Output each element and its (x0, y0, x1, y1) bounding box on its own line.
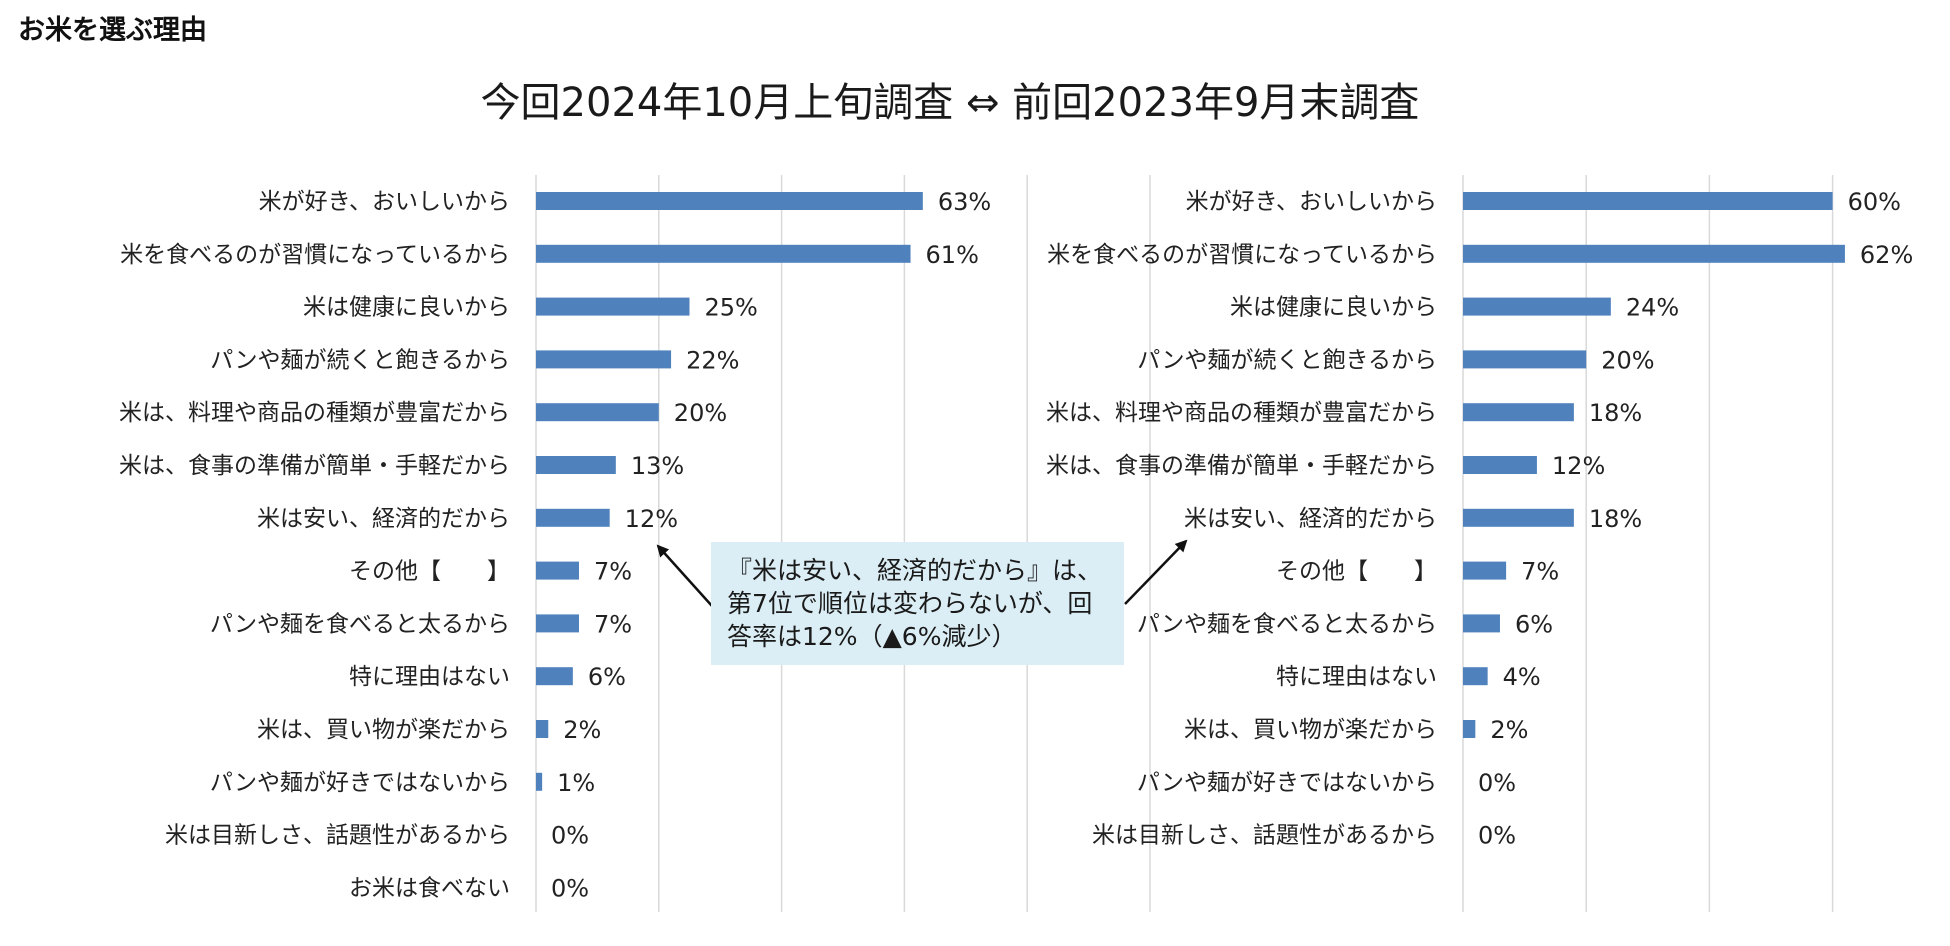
current-category-label: 米は安い、経済的だから (257, 506, 510, 532)
current-category-label: パンや麺が好きではないから (210, 770, 510, 796)
current-category-label: 米は、買い物が楽だから (257, 717, 510, 743)
chart-title: 今回2024年10月上旬調査 ⇔ 前回2023年9月末調査 (480, 80, 1420, 126)
current-value-label: 63% (938, 188, 991, 216)
callout-arrow-right (1124, 539, 1188, 605)
previous-value-label: 0% (1478, 822, 1516, 850)
previous-bar (1463, 720, 1476, 738)
current-value-label: 2% (563, 716, 601, 744)
current-category-label: 特に理由はない (349, 664, 510, 690)
previous-category-label: 米を食べるのが習慣になっているから (1047, 242, 1437, 268)
previous-bar (1463, 403, 1574, 422)
previous-value-label: 6% (1515, 610, 1553, 638)
current-value-label: 0% (551, 874, 589, 902)
previous-bar (1463, 561, 1507, 580)
current-bar (536, 772, 543, 791)
current-value-label: 7% (594, 558, 632, 586)
previous-bar (1463, 508, 1574, 527)
current-category-label: 米は目新しさ、話題性があるから (165, 823, 510, 849)
chart-current-2024: 米が好き、おいしいから 63% 米を食べるのが習慣になっているから 61% 米は健康に良… (119, 175, 1151, 912)
previous-category-label: 米は、買い物が楽だから (1184, 717, 1437, 743)
previous-bar (1463, 667, 1488, 686)
current-value-label: 20% (674, 399, 727, 427)
previous-bar (1463, 192, 1833, 210)
previous-category-label: 米は安い、経済的だから (1184, 506, 1437, 532)
previous-bar (1463, 350, 1587, 369)
current-category-label: 米は健康に良いから (303, 295, 510, 321)
previous-value-label: 18% (1589, 505, 1642, 533)
current-bar (536, 508, 610, 527)
current-bar (536, 403, 659, 422)
previous-value-label: 20% (1601, 346, 1654, 374)
current-category-label: その他【 】 (349, 559, 510, 585)
current-value-label: 7% (594, 610, 632, 638)
previous-bar (1463, 297, 1611, 316)
current-bar (536, 561, 579, 580)
current-value-label: 6% (588, 663, 626, 691)
previous-bar (1463, 456, 1537, 474)
previous-category-label: 米は、料理や商品の種類が豊富だから (1046, 400, 1437, 426)
previous-value-label: 2% (1490, 716, 1528, 744)
current-value-label: 0% (551, 822, 589, 850)
current-category-label: お米は食べない (349, 875, 510, 901)
current-value-label: 22% (686, 346, 739, 374)
current-bar (536, 350, 672, 369)
current-value-label: 61% (926, 241, 979, 269)
callout-arrow-left (656, 544, 713, 607)
previous-category-label: 米が好き、おいしいから (1186, 189, 1437, 215)
previous-value-label: 24% (1626, 294, 1679, 322)
current-value-label: 13% (631, 452, 684, 480)
previous-value-label: 18% (1589, 399, 1642, 427)
previous-value-label: 4% (1503, 663, 1541, 691)
current-bar (536, 297, 690, 316)
callout-note: 『米は安い、経済的だから』は、第7位で順位は変わらないが、回答率は12%（▲6%… (711, 542, 1124, 665)
current-value-label: 12% (625, 505, 678, 533)
current-value-label: 25% (705, 294, 758, 322)
current-category-label: 米は、料理や商品の種類が豊富だから (119, 400, 510, 426)
current-category-label: 米を食べるのが習慣になっているから (120, 242, 510, 268)
current-bar (536, 456, 616, 474)
current-bar (536, 244, 911, 263)
page-heading: お米を選ぶ理由 (18, 15, 207, 46)
previous-value-label: 12% (1552, 452, 1605, 480)
current-category-label: 米が好き、おいしいから (259, 189, 510, 215)
previous-bar (1463, 614, 1500, 633)
previous-bar (1463, 244, 1845, 263)
current-bar (536, 614, 579, 633)
previous-value-label: 62% (1860, 241, 1913, 269)
previous-value-label: 7% (1521, 558, 1559, 586)
current-category-label: パンや麺が続くと飽きるから (210, 347, 510, 373)
previous-value-label: 60% (1848, 188, 1901, 216)
previous-category-label: 特に理由はない (1276, 664, 1437, 690)
previous-category-label: 米は、食事の準備が簡単・手軽だから (1046, 453, 1437, 479)
previous-category-label: その他【 】 (1276, 559, 1437, 585)
previous-category-label: 米は健康に良いから (1230, 295, 1437, 321)
chart-previous-2023: 米が好き、おいしいから 60% 米を食べるのが習慣になっているから 62% 米は健康に良… (1046, 175, 1913, 912)
current-bar (536, 192, 923, 210)
previous-category-label: パンや麺が好きではないから (1137, 770, 1437, 796)
previous-category-label: 米は目新しさ、話題性があるから (1092, 823, 1437, 849)
current-bar (536, 720, 549, 738)
previous-category-label: パンや麺が続くと飽きるから (1137, 347, 1437, 373)
current-bar (536, 667, 573, 686)
previous-category-label: パンや麺を食べると太るから (1137, 611, 1437, 637)
current-category-label: パンや麺を食べると太るから (210, 611, 510, 637)
previous-value-label: 0% (1478, 769, 1516, 797)
current-category-label: 米は、食事の準備が簡単・手軽だから (119, 453, 510, 479)
current-value-label: 1% (557, 769, 595, 797)
